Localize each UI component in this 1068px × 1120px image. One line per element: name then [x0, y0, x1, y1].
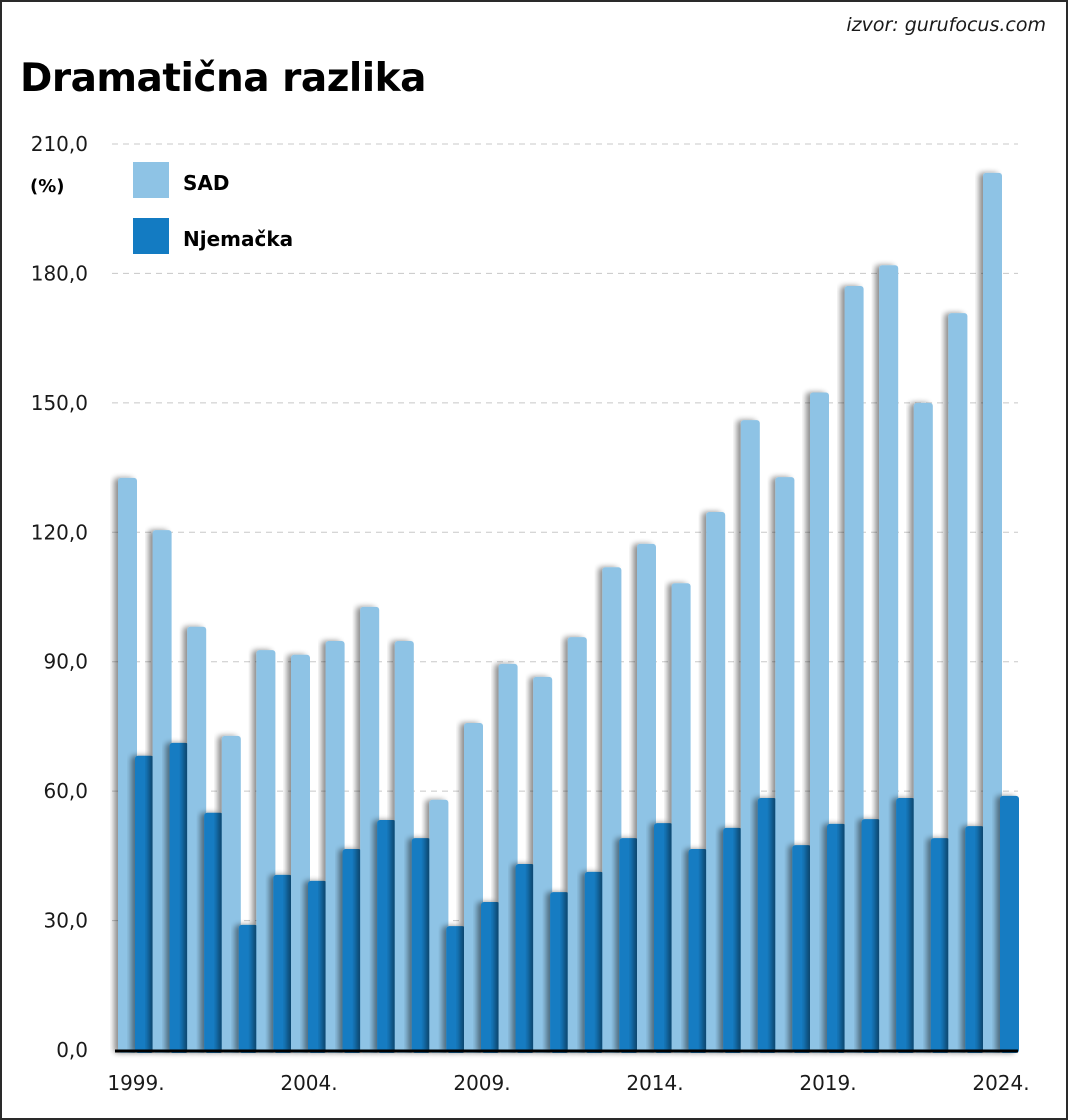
bar-sad-2021 — [879, 265, 899, 1053]
x-tick-label: 2024. — [972, 1071, 1029, 1095]
bar-njemacka-2010 — [515, 864, 535, 1053]
y-tick-label: 90,0 — [43, 650, 88, 674]
bar-sad-2017 — [740, 420, 760, 1054]
bar-njemacka-2007 — [411, 838, 431, 1053]
bar-sad-2007 — [394, 641, 414, 1053]
bar-sad-2024 — [983, 172, 1002, 1054]
y-tick-label: 180,0 — [31, 261, 88, 285]
bar-sad-2014 — [637, 543, 656, 1053]
bar-njemacka-2004 — [308, 880, 327, 1053]
bar-njemacka-2006 — [377, 820, 397, 1053]
bar-njemacka-2023 — [965, 826, 985, 1053]
bar-sad-2018 — [775, 477, 795, 1053]
bar-sad-2012 — [567, 637, 587, 1053]
bar-sad-2023 — [948, 313, 968, 1053]
y-tick-label: 60,0 — [43, 779, 88, 803]
bar-sad-2002 — [221, 735, 241, 1053]
bar-sad-2003 — [256, 650, 276, 1053]
bar-njemacka-2015 — [688, 848, 708, 1053]
bar-njemacka-2016 — [723, 827, 743, 1053]
bar-sad-2008 — [429, 799, 449, 1053]
legend: SAD Njemačka — [133, 162, 293, 254]
bar-sad-2016 — [706, 512, 726, 1053]
x-tick-label: 1999. — [107, 1071, 164, 1095]
bar-sad-2010 — [498, 663, 518, 1053]
bar-sad-2004 — [291, 654, 310, 1053]
bar-sad-2015 — [671, 583, 691, 1053]
bar-njemacka-2022 — [930, 838, 950, 1053]
bar-sad-2000 — [152, 530, 172, 1053]
bar-njemacka-2012 — [584, 871, 604, 1053]
bar-njemacka-2002 — [238, 924, 258, 1053]
bar-njemacka-2018 — [792, 845, 812, 1053]
bar-sad-2011 — [533, 676, 553, 1053]
y-tick-label: 120,0 — [31, 520, 88, 544]
y-axis-labels: 0,0 30,0 60,0 90,0 120,0 150,0 180,0 210,0 — [31, 132, 88, 1062]
bar-njemacka-2011 — [550, 892, 570, 1053]
bar-njemacka-2008 — [446, 926, 466, 1053]
bar-sad-2009 — [464, 722, 483, 1053]
bar-njemacka-2005 — [342, 848, 362, 1053]
chart-title: Dramatična razlika — [20, 56, 426, 101]
x-axis-labels: 1999. 2004. 2009. 2014. 2019. 2024. — [107, 1071, 1029, 1095]
bar-sad-2001 — [187, 626, 207, 1053]
y-tick-label: 150,0 — [31, 391, 88, 415]
x-tick-label: 2004. — [280, 1071, 337, 1095]
bar-njemacka-2009 — [481, 902, 500, 1053]
bar-sad-2019 — [810, 392, 829, 1053]
bar-sad-2022 — [913, 402, 933, 1053]
bar-njemacka-2017 — [757, 798, 777, 1053]
bar-njemacka-2020 — [861, 819, 881, 1053]
bar-njemacka-2014 — [654, 823, 673, 1053]
bar-sad-2013 — [602, 567, 622, 1053]
bar-njemacka-2024 — [1000, 795, 1019, 1053]
bar-njemacka-2001 — [204, 812, 224, 1053]
bar-njemacka-2003 — [273, 874, 293, 1053]
legend-label-njemacka: Njemačka — [183, 227, 293, 251]
bar-sad-1999 — [118, 477, 137, 1053]
legend-label-sad: SAD — [183, 171, 229, 195]
bar-sad-2005 — [325, 641, 345, 1053]
y-tick-label: 0,0 — [56, 1038, 88, 1062]
x-tick-label: 2019. — [799, 1071, 856, 1095]
bar-njemacka-2019 — [827, 823, 846, 1053]
bars — [118, 172, 1019, 1054]
x-tick-label: 2014. — [626, 1071, 683, 1095]
y-axis-unit: (%) — [30, 176, 65, 197]
y-tick-label: 30,0 — [43, 909, 88, 933]
bar-sad-2020 — [844, 285, 864, 1053]
x-tick-label: 2009. — [453, 1071, 510, 1095]
bar-sad-2006 — [360, 606, 380, 1053]
legend-swatch-njemacka — [133, 218, 169, 254]
source-credit: izvor: gurufocus.com — [846, 14, 1046, 36]
bar-njemacka-1999 — [135, 755, 154, 1053]
bar-njemacka-2013 — [619, 838, 639, 1053]
bar-njemacka-2021 — [896, 798, 916, 1053]
bar-njemacka-2000 — [169, 742, 189, 1053]
y-tick-label: 210,0 — [31, 132, 88, 156]
legend-swatch-sad — [133, 162, 169, 198]
